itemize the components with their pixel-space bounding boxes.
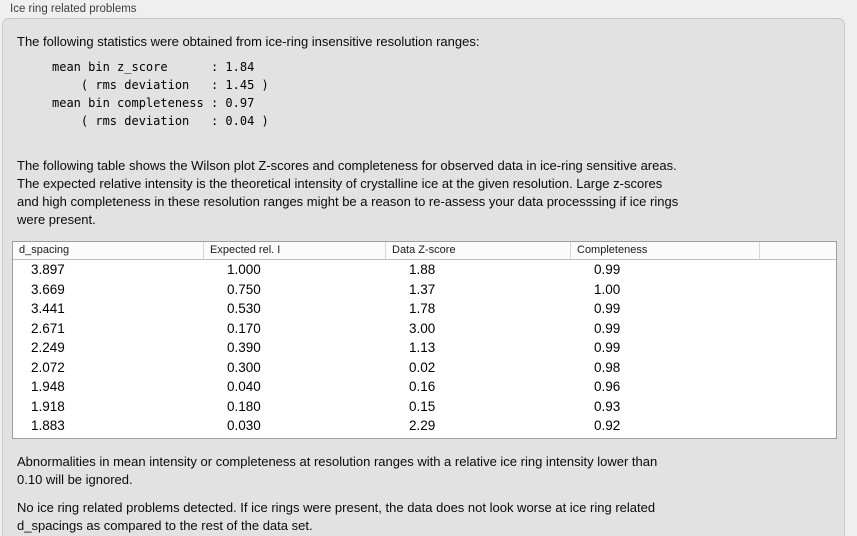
text-line: and high completeness in these resolutio… [17,194,679,209]
text-line: Abnormalities in mean intensity or compl… [17,453,658,469]
table-cell: 2.072 [31,359,65,375]
table-header-row: d_spacing Expected rel. I Data Z-score Comp… [13,242,836,260]
table-cell: 0.170 [227,320,261,336]
table-row[interactable]: 1.918 0.180 0.15 0.93 [13,397,836,417]
text-line: d_spacings as compared to the rest of th… [17,517,313,533]
ignore-note: Abnormalities in mean intensity or compl… [17,453,832,489]
stats-block: mean bin z_score : 1.84 ( rms deviation … [52,58,832,130]
text-line: were present. [17,212,96,227]
table-cell: 1.78 [409,301,436,316]
table-cell: 0.750 [227,281,261,297]
table-cell: 0.96 [594,379,621,394]
table-cell [759,319,836,339]
table-cell: 0.16 [409,379,436,394]
column-header-data-z-score[interactable]: Data Z-score [385,242,570,259]
table-cell: 3.441 [31,301,65,316]
intro-text: The following statistics were obtained f… [17,34,480,49]
column-header-blank[interactable] [759,242,836,259]
table-cell: 1.000 [227,262,261,277]
text-line: The following table shows the Wilson plo… [17,158,677,173]
table-cell [759,358,836,378]
table-cell [759,397,836,417]
column-header-expected-rel-i[interactable]: Expected rel. I [203,242,385,259]
table-cell: 0.98 [594,359,621,375]
table-cell: 0.99 [594,301,621,316]
text-line: No ice ring related problems detected. I… [17,499,656,515]
table-cell: 2.29 [409,418,436,433]
table-cell: 0.99 [594,320,621,336]
table-cell: 1.883 [31,418,65,433]
table-cell: 1.918 [31,398,65,414]
table-cell: 0.02 [409,359,436,375]
table-cell: 0.99 [594,340,621,355]
conclusion-text: No ice ring related problems detected. I… [17,499,832,535]
table-cell: 0.030 [227,418,261,433]
column-header-completeness[interactable]: Completeness [570,242,759,259]
text-line: The expected relative intensity is the t… [17,176,663,191]
table-row[interactable]: 3.441 0.530 1.78 0.99 [13,299,836,319]
table-row[interactable]: 3.669 0.750 1.37 1.00 [13,280,836,300]
table-cell: 3.897 [31,262,65,277]
table-row[interactable]: 2.671 0.170 3.00 0.99 [13,319,836,339]
table-cell: 1.13 [409,340,436,355]
column-header-d-spacing[interactable]: d_spacing [19,244,70,256]
table-cell: 0.15 [409,398,436,414]
table-cell: 1.00 [594,281,621,297]
table-row[interactable]: 1.948 0.040 0.16 0.96 [13,377,836,397]
table-row[interactable]: 1.883 0.030 2.29 0.92 [13,416,836,436]
table-cell: 0.92 [594,418,621,433]
ice-ring-table: d_spacing Expected rel. I Data Z-score Comp… [12,241,837,439]
table-body: 3.897 1.000 1.88 0.99 3.669 0.750 1.37 1.00 3.44… [13,260,836,436]
table-cell: 0.530 [227,301,261,316]
table-cell: 1.948 [31,379,65,394]
table-description: The following table shows the Wilson plo… [17,157,832,229]
table-cell [759,299,836,319]
table-cell [759,377,836,397]
table-cell: 0.180 [227,398,261,414]
text-line: ( rms deviation : 1.45 ) [52,78,269,92]
table-row[interactable]: 2.072 0.300 0.02 0.98 [13,358,836,378]
table-cell: 0.390 [227,340,261,355]
table-cell: 2.249 [31,340,65,355]
table-row[interactable]: 3.897 1.000 1.88 0.99 [13,260,836,280]
table-cell [759,280,836,300]
text-line: 0.10 will be ignored. [17,471,133,487]
table-row[interactable]: 2.249 0.390 1.13 0.99 [13,338,836,358]
table-cell: 0.99 [594,262,621,277]
table-cell: 3.00 [409,320,436,336]
table-cell [759,260,836,280]
text-line: mean bin completeness : 0.97 [52,96,255,110]
table-cell [759,338,836,358]
table-cell: 1.88 [409,262,436,277]
table-cell: 1.37 [409,281,436,297]
table-cell: 0.93 [594,398,621,414]
table-cell: 0.300 [227,359,261,375]
text-line: ( rms deviation : 0.04 ) [52,114,269,128]
ice-ring-panel: The following statistics were obtained f… [2,18,845,536]
table-cell: 0.040 [227,379,261,394]
text-line: mean bin z_score : 1.84 [52,60,255,74]
section-title: Ice ring related problems [10,3,137,15]
table-cell: 3.669 [31,281,65,297]
table-cell: 2.671 [31,320,65,336]
table-cell [759,416,836,436]
